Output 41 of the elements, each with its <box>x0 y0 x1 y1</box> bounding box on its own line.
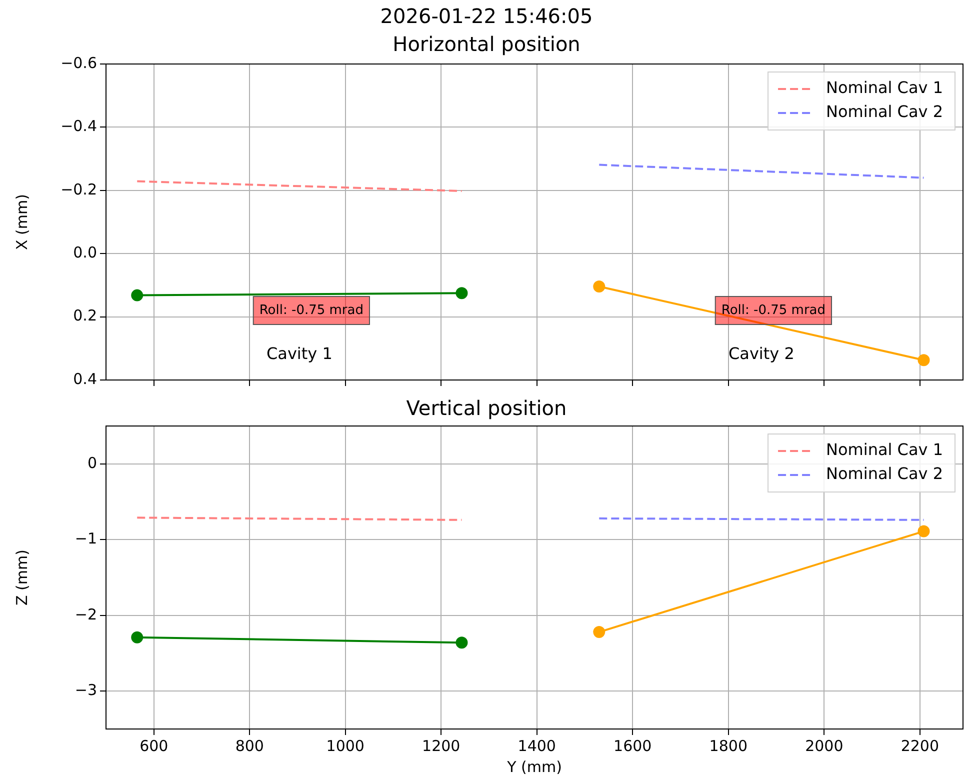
y-tick-label: −0.6 <box>60 54 97 72</box>
point <box>131 289 144 302</box>
y-tick-label: 0 <box>87 454 97 472</box>
annotation: Cavity 2 <box>728 344 794 363</box>
x-tick-label: 1000 <box>326 736 364 755</box>
y-tick-label: −0.4 <box>60 117 97 136</box>
x-tick-label: 2200 <box>900 736 940 755</box>
chart-title: 2026-01-22 15:46:05 <box>380 4 593 28</box>
annotation: Roll: -0.75 mrad <box>721 302 826 318</box>
x-tick-label: 1400 <box>518 736 556 755</box>
y-tick-label: −2 <box>74 605 97 624</box>
x-axis-title: Y (mm) <box>506 758 562 776</box>
y-tick-label: −1 <box>74 530 97 548</box>
x-tick-label: 800 <box>235 736 264 755</box>
x-tick-label: 1200 <box>422 736 460 755</box>
point <box>593 280 606 292</box>
legend-label: Nominal Cav 2 <box>826 102 944 122</box>
x-tick-label: 1800 <box>709 736 748 755</box>
legend-label: Nominal Cav 1 <box>826 78 944 98</box>
annotation: Cavity 1 <box>266 344 332 363</box>
point <box>456 636 468 649</box>
y-tick-label: 0.2 <box>73 306 97 325</box>
x-tick-label: 600 <box>140 736 168 755</box>
point <box>593 626 606 638</box>
point <box>918 354 930 366</box>
y-tick-label: 0.4 <box>73 370 97 388</box>
x-tick-label: 2000 <box>805 736 844 755</box>
chart-title: Vertical position <box>406 396 567 420</box>
legend-label: Nominal Cav 2 <box>826 464 944 484</box>
y-axis-title: X (mm) <box>12 194 31 250</box>
point <box>918 525 930 538</box>
y-tick-label: −3 <box>74 681 97 700</box>
annotation: Roll: -0.75 mrad <box>259 302 364 318</box>
chart-subtitle: Horizontal position <box>392 32 580 56</box>
y-tick-label: −0.2 <box>60 180 97 198</box>
x-tick-label: 1600 <box>614 736 652 755</box>
point <box>131 631 144 644</box>
y-tick-label: 0.0 <box>73 243 97 262</box>
y-axis-title: Z (mm) <box>12 550 31 606</box>
point <box>456 287 468 300</box>
legend-label: Nominal Cav 1 <box>826 440 944 460</box>
